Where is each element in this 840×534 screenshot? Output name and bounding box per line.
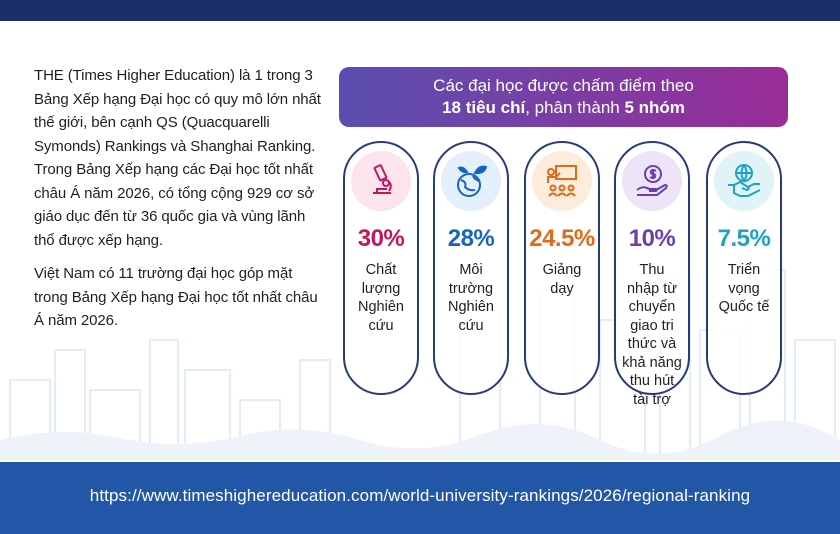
circle — [351, 151, 411, 211]
criteria-label: Giảng dạy — [542, 262, 582, 297]
criteria-card-teaching: 24.5% Giảng dạy — [524, 141, 600, 395]
intro-paragraph-2: Việt Nam có 11 trường đại học góp mặt tr… — [34, 265, 318, 329]
intro-paragraph-1: THE (Times Higher Education) là 1 trong … — [34, 67, 321, 249]
criteria-card-knowledge-transfer: 10% Thu nhập từ chuyển giao tri thức và … — [614, 141, 690, 408]
banner-line-2: 18 tiêu chí, phân thành 5 nhóm — [339, 97, 788, 119]
group-count: 5 nhóm — [624, 98, 685, 117]
criteria-label: Môi trường Nghiên cứu — [448, 262, 494, 334]
criteria-percent: 28% — [447, 225, 495, 252]
circle — [532, 151, 592, 211]
circle — [714, 151, 774, 211]
money-hand-icon — [636, 165, 668, 196]
criteria-label: Chất lượng Nghiên cứu — [358, 262, 404, 334]
globe-leaves-icon — [457, 165, 488, 197]
banner-line-1: Các đại học được chấm điểm theo — [433, 76, 694, 95]
footer-bar: https://www.timeshighereducation.com/wor… — [0, 462, 840, 534]
circle — [441, 151, 501, 211]
intro-text: THE (Times Higher Education) là 1 trong … — [34, 64, 324, 343]
criteria-label: Thu nhập từ chuyển giao tri thức và khả … — [622, 262, 682, 408]
handshake-globe-icon — [728, 164, 761, 197]
banner-middle-text: , phân thành — [525, 98, 625, 117]
top-bar — [0, 0, 840, 21]
criteria-count: 18 tiêu chí — [442, 98, 526, 117]
source-url-link[interactable]: https://www.timeshighereducation.com/wor… — [89, 486, 751, 505]
criteria-banner: Các đại học được chấm điểm theo 18 tiêu … — [339, 67, 788, 127]
criteria-card-research-environment: 28% Môi trường Nghiên cứu — [433, 141, 509, 395]
microscope-icon — [373, 164, 392, 194]
criteria-card-international-outlook: 7.5% Triển vọng Quốc tế — [706, 141, 782, 395]
criteria-percent: 30% — [357, 225, 405, 252]
criteria-percent: 24.5% — [529, 225, 595, 252]
criteria-percent: 7.5% — [717, 225, 771, 252]
classroom-icon — [547, 165, 577, 197]
criteria-percent: 10% — [628, 225, 676, 252]
criteria-card-research-quality: 30% Chất lượng Nghiên cứu — [343, 141, 419, 395]
circle — [622, 151, 682, 211]
criteria-label: Triển vọng Quốc tế — [718, 262, 770, 315]
